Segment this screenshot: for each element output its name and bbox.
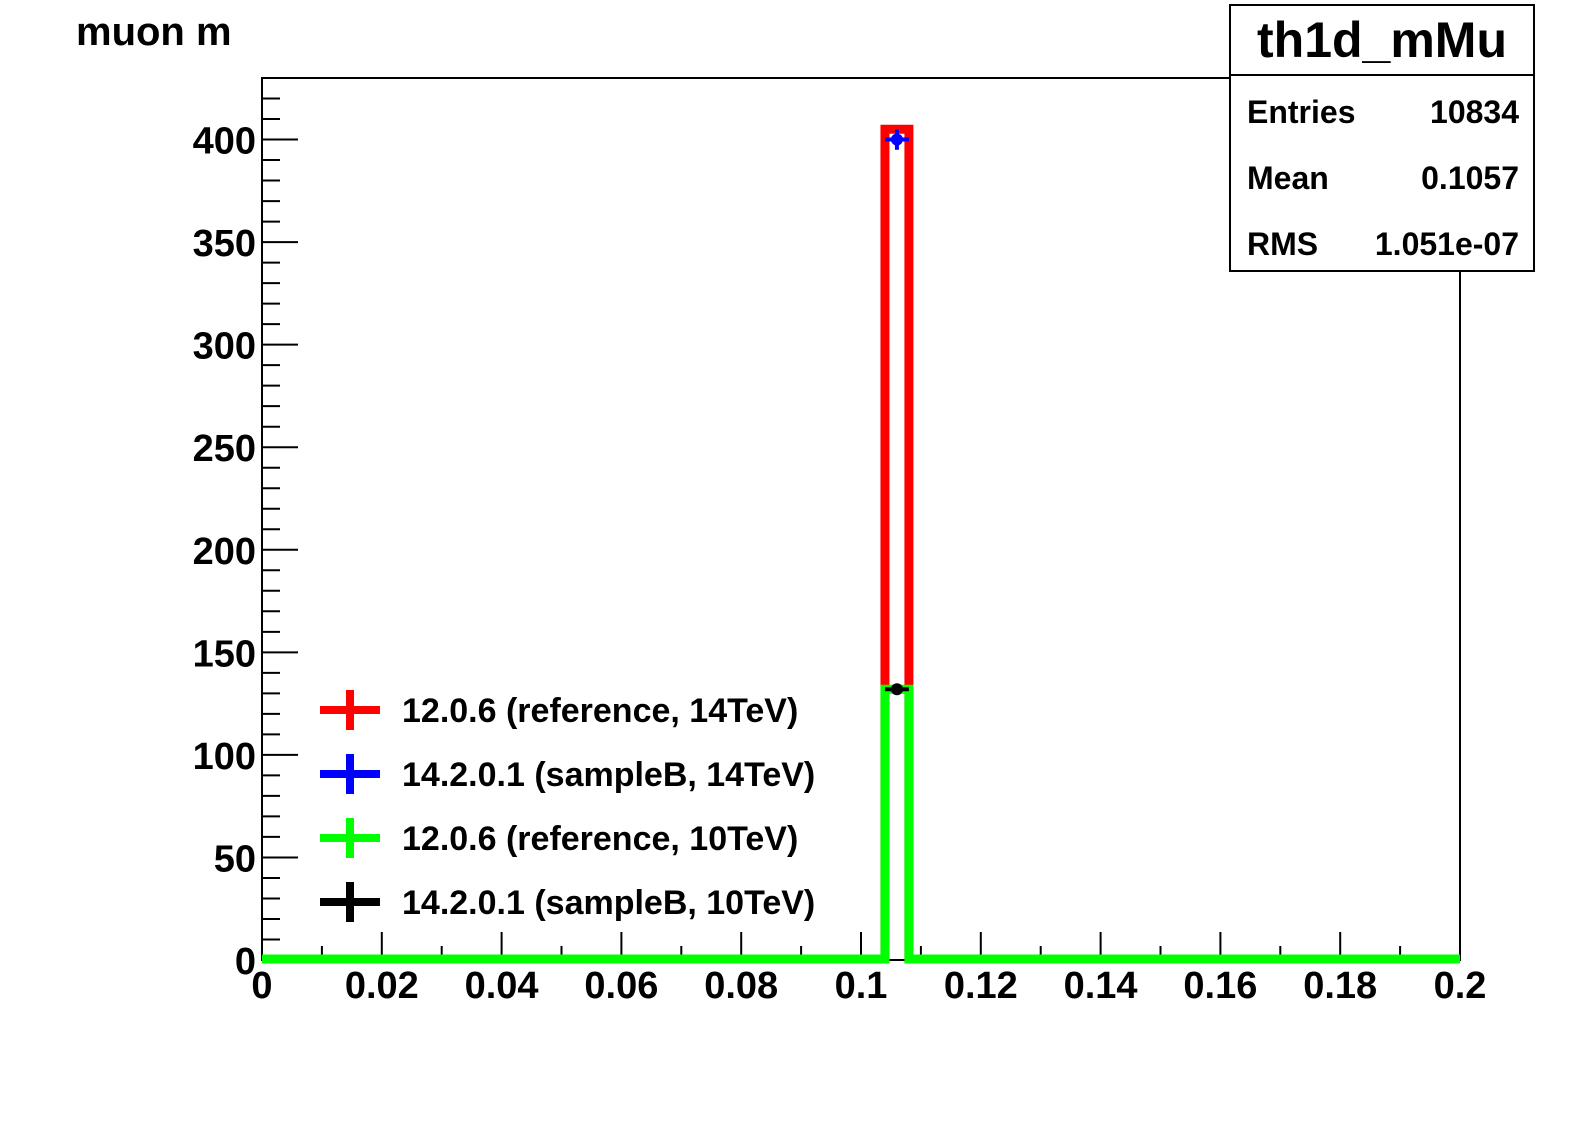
y-tick-labels: 0 50 100 150 200 250 300 350 400 [193, 121, 256, 983]
y-tick-label: 200 [193, 531, 256, 573]
legend-label: 12.0.6 (reference, 10TeV) [402, 820, 798, 858]
stats-value: 1.051e-07 [1374, 226, 1519, 262]
stats-label: RMS [1247, 226, 1319, 262]
y-tick-label: 300 [193, 326, 256, 368]
legend: 12.0.6 (reference, 14TeV) 14.2.0.1 (sampl… [320, 690, 815, 922]
stats-label: Entries [1247, 94, 1356, 130]
x-tick-label: 0.1 [835, 965, 888, 1007]
axis-ticks [261, 77, 1461, 961]
stats-box: th1d_mMu Entries 10834 Mean 0.1057 RMS 1… [1229, 4, 1535, 272]
stats-row-rms: RMS 1.051e-07 [1231, 208, 1533, 274]
legend-label: 14.2.0.1 (sampleB, 10TeV) [402, 884, 815, 922]
x-tick-label: 0.14 [1064, 965, 1138, 1007]
data-marker-point [890, 683, 903, 696]
stats-label: Mean [1247, 160, 1329, 196]
x-tick-label: 0.2 [1434, 965, 1487, 1007]
y-tick-label: 100 [193, 736, 256, 778]
y-tick-label: 0 [235, 941, 256, 983]
y-tick-label: 350 [193, 223, 256, 265]
y-tick-label: 150 [193, 633, 256, 675]
stats-value: 10834 [1430, 94, 1519, 130]
x-tick-label: 0.04 [465, 965, 539, 1007]
legend-label: 12.0.6 (reference, 14TeV) [402, 692, 798, 730]
x-tick-label: 0.08 [704, 965, 778, 1007]
legend-label: 14.2.0.1 (sampleB, 14TeV) [402, 756, 815, 794]
x-tick-label: 0.06 [584, 965, 658, 1007]
stats-row-entries: Entries 10834 [1231, 76, 1533, 142]
data-marker-point [890, 133, 903, 146]
y-tick-label: 50 [214, 838, 256, 880]
x-tick-labels: 0 0.02 0.04 0.06 0.08 0.1 0.12 0.14 0.16 0.18 0.2 [251, 965, 1486, 1007]
stats-value: 0.1057 [1421, 160, 1519, 196]
x-tick-label: 0.18 [1303, 965, 1377, 1007]
x-tick-label: 0 [251, 965, 272, 1007]
chart-title: muon m [76, 10, 232, 54]
y-tick-label: 400 [193, 121, 256, 163]
stats-histogram-name: th1d_mMu [1231, 6, 1533, 76]
stats-row-mean: Mean 0.1057 [1231, 142, 1533, 208]
y-tick-label: 250 [193, 428, 256, 470]
x-tick-label: 0.02 [345, 965, 419, 1007]
marker-series [884, 129, 909, 696]
x-tick-label: 0.16 [1183, 965, 1257, 1007]
x-tick-label: 0.12 [944, 965, 1018, 1007]
